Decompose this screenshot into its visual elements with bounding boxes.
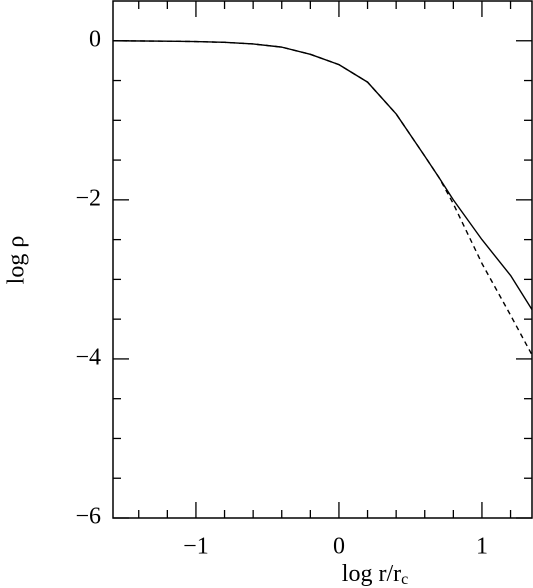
x-tick-label: −1 xyxy=(183,534,209,560)
x-label-main: log r/r xyxy=(342,561,401,587)
y-tick-label: −2 xyxy=(75,185,101,211)
y-tick-label: −6 xyxy=(75,504,101,530)
x-tick-label: 0 xyxy=(333,534,345,560)
x-label-subscript: c xyxy=(401,571,408,588)
y-tick-label: 0 xyxy=(89,26,101,52)
solid-line xyxy=(112,40,533,310)
x-tick-label: 1 xyxy=(476,534,488,560)
plot-frame xyxy=(112,0,533,519)
y-axis-label: log ρ xyxy=(4,236,30,285)
y-tick-label: −4 xyxy=(75,344,101,370)
x-axis-label: log r/rc xyxy=(342,561,408,588)
dashed-line xyxy=(112,40,533,356)
